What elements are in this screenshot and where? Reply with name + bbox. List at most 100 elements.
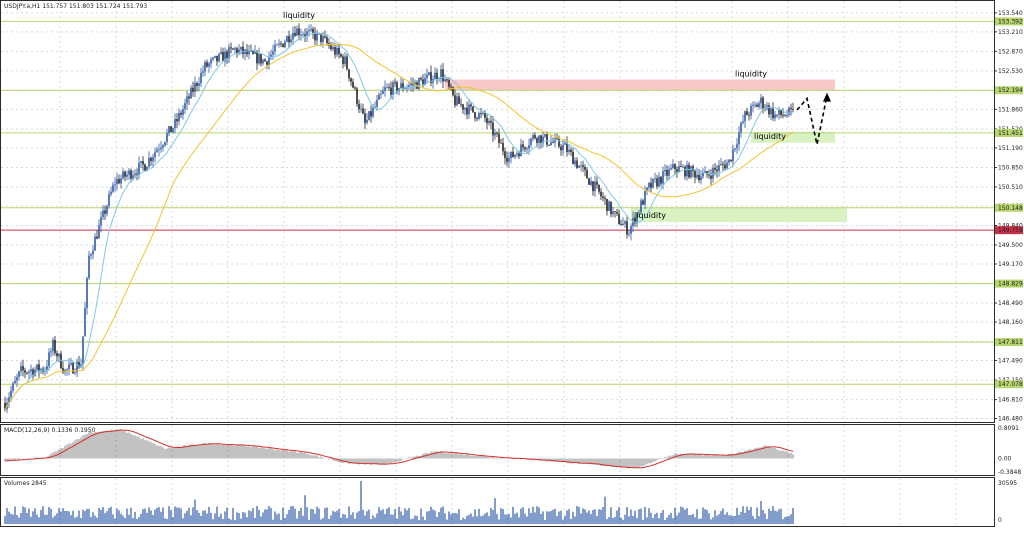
candle-body — [388, 87, 390, 89]
candle-body — [58, 353, 60, 357]
macd-signal-line — [4, 429, 794, 469]
candle-body — [240, 46, 242, 50]
candle-body — [624, 221, 626, 224]
candle-body — [238, 49, 240, 54]
candle-body — [490, 120, 492, 123]
candle-body — [296, 28, 298, 36]
candle-body — [646, 187, 648, 191]
candle-body — [10, 390, 12, 398]
candle-body — [566, 142, 568, 153]
candle-body — [326, 37, 328, 44]
candle-body — [214, 55, 216, 58]
candle-body — [100, 217, 102, 226]
candle-body — [686, 164, 688, 177]
candle-body — [620, 224, 622, 226]
candle-body — [84, 307, 86, 337]
candle-body — [226, 51, 228, 59]
candle-body — [558, 138, 560, 147]
candle-body — [376, 99, 378, 107]
candle-body — [90, 254, 92, 256]
candle-body — [684, 166, 686, 177]
candle-body — [168, 126, 170, 134]
level-tag-label: 147.811 — [998, 339, 1023, 346]
candle-body — [344, 56, 346, 65]
candle-body — [756, 104, 758, 107]
candle-body — [470, 104, 472, 107]
candle-body — [478, 113, 480, 119]
liquidity-label-3: liquidity — [634, 211, 666, 220]
candle-body — [202, 71, 204, 73]
candle-body — [770, 108, 772, 115]
candle-body — [774, 114, 776, 119]
candle-body — [612, 211, 614, 215]
candle-body — [602, 196, 604, 198]
candle-body — [580, 165, 582, 167]
level-tag — [995, 380, 1023, 389]
price-tick-label: 150.850 — [998, 164, 1023, 171]
candle-body — [608, 201, 610, 211]
candle-body — [734, 148, 736, 150]
candle-body — [676, 169, 678, 172]
candle-body — [130, 170, 132, 179]
candle-body — [656, 178, 658, 187]
price-tick-label: 148.490 — [998, 300, 1023, 307]
candle-body — [754, 104, 756, 106]
candle-body — [382, 90, 384, 94]
price-tick-label: 152.530 — [998, 68, 1023, 75]
candle-body — [230, 47, 232, 49]
liquidity-label-2: liquidity — [754, 132, 786, 141]
level-tag-label: 147.078 — [998, 381, 1023, 388]
candle-body — [378, 94, 380, 100]
candle-body — [578, 165, 580, 168]
candle-body — [640, 200, 642, 213]
candle-body — [280, 43, 282, 45]
candle-body — [506, 158, 508, 162]
candle-body — [188, 96, 190, 99]
candle-body — [522, 144, 524, 148]
level-layer — [1, 20, 994, 385]
candle-body — [518, 153, 520, 157]
candle-body — [60, 353, 62, 369]
candle-body — [12, 383, 14, 391]
candle-body — [276, 44, 278, 46]
candle-body — [592, 181, 594, 192]
candle-body — [196, 83, 198, 86]
macd-pane[interactable] — [0, 424, 995, 476]
candle-body — [354, 87, 356, 89]
candle-body — [340, 54, 342, 57]
candle-body — [392, 82, 394, 95]
level-tag — [995, 203, 1023, 212]
candle-body — [706, 171, 708, 175]
macd-axis-label: -0.3848 — [998, 469, 1021, 476]
candle-body — [440, 69, 442, 79]
candle-body — [152, 157, 154, 162]
candle-body — [132, 175, 134, 179]
candle-body — [548, 144, 550, 146]
candle-body — [442, 69, 444, 82]
candle-body — [4, 403, 6, 410]
candle-body — [396, 82, 398, 92]
candle-body — [380, 93, 382, 95]
candle-body — [148, 157, 150, 167]
candle-body — [694, 170, 696, 178]
candle-body — [54, 340, 56, 354]
candle-body — [112, 184, 114, 192]
price-tick-label: 147.490 — [998, 358, 1023, 365]
candle-body — [234, 48, 236, 50]
candle-body — [56, 353, 58, 357]
level-tag — [995, 86, 1023, 95]
candle-body — [298, 28, 300, 36]
candle-body — [484, 112, 486, 119]
candle-body — [246, 49, 248, 55]
level-tags: 153.392 152.194 151.451 150.148 149.759 148.8… — [995, 17, 1023, 389]
candle-body — [728, 159, 730, 163]
candle-body — [696, 174, 698, 178]
candle-body — [110, 191, 112, 195]
candle-body — [514, 154, 516, 158]
candle-body — [232, 48, 234, 50]
candle-body — [742, 121, 744, 123]
candle-body — [52, 340, 54, 352]
candle-body — [150, 157, 152, 162]
